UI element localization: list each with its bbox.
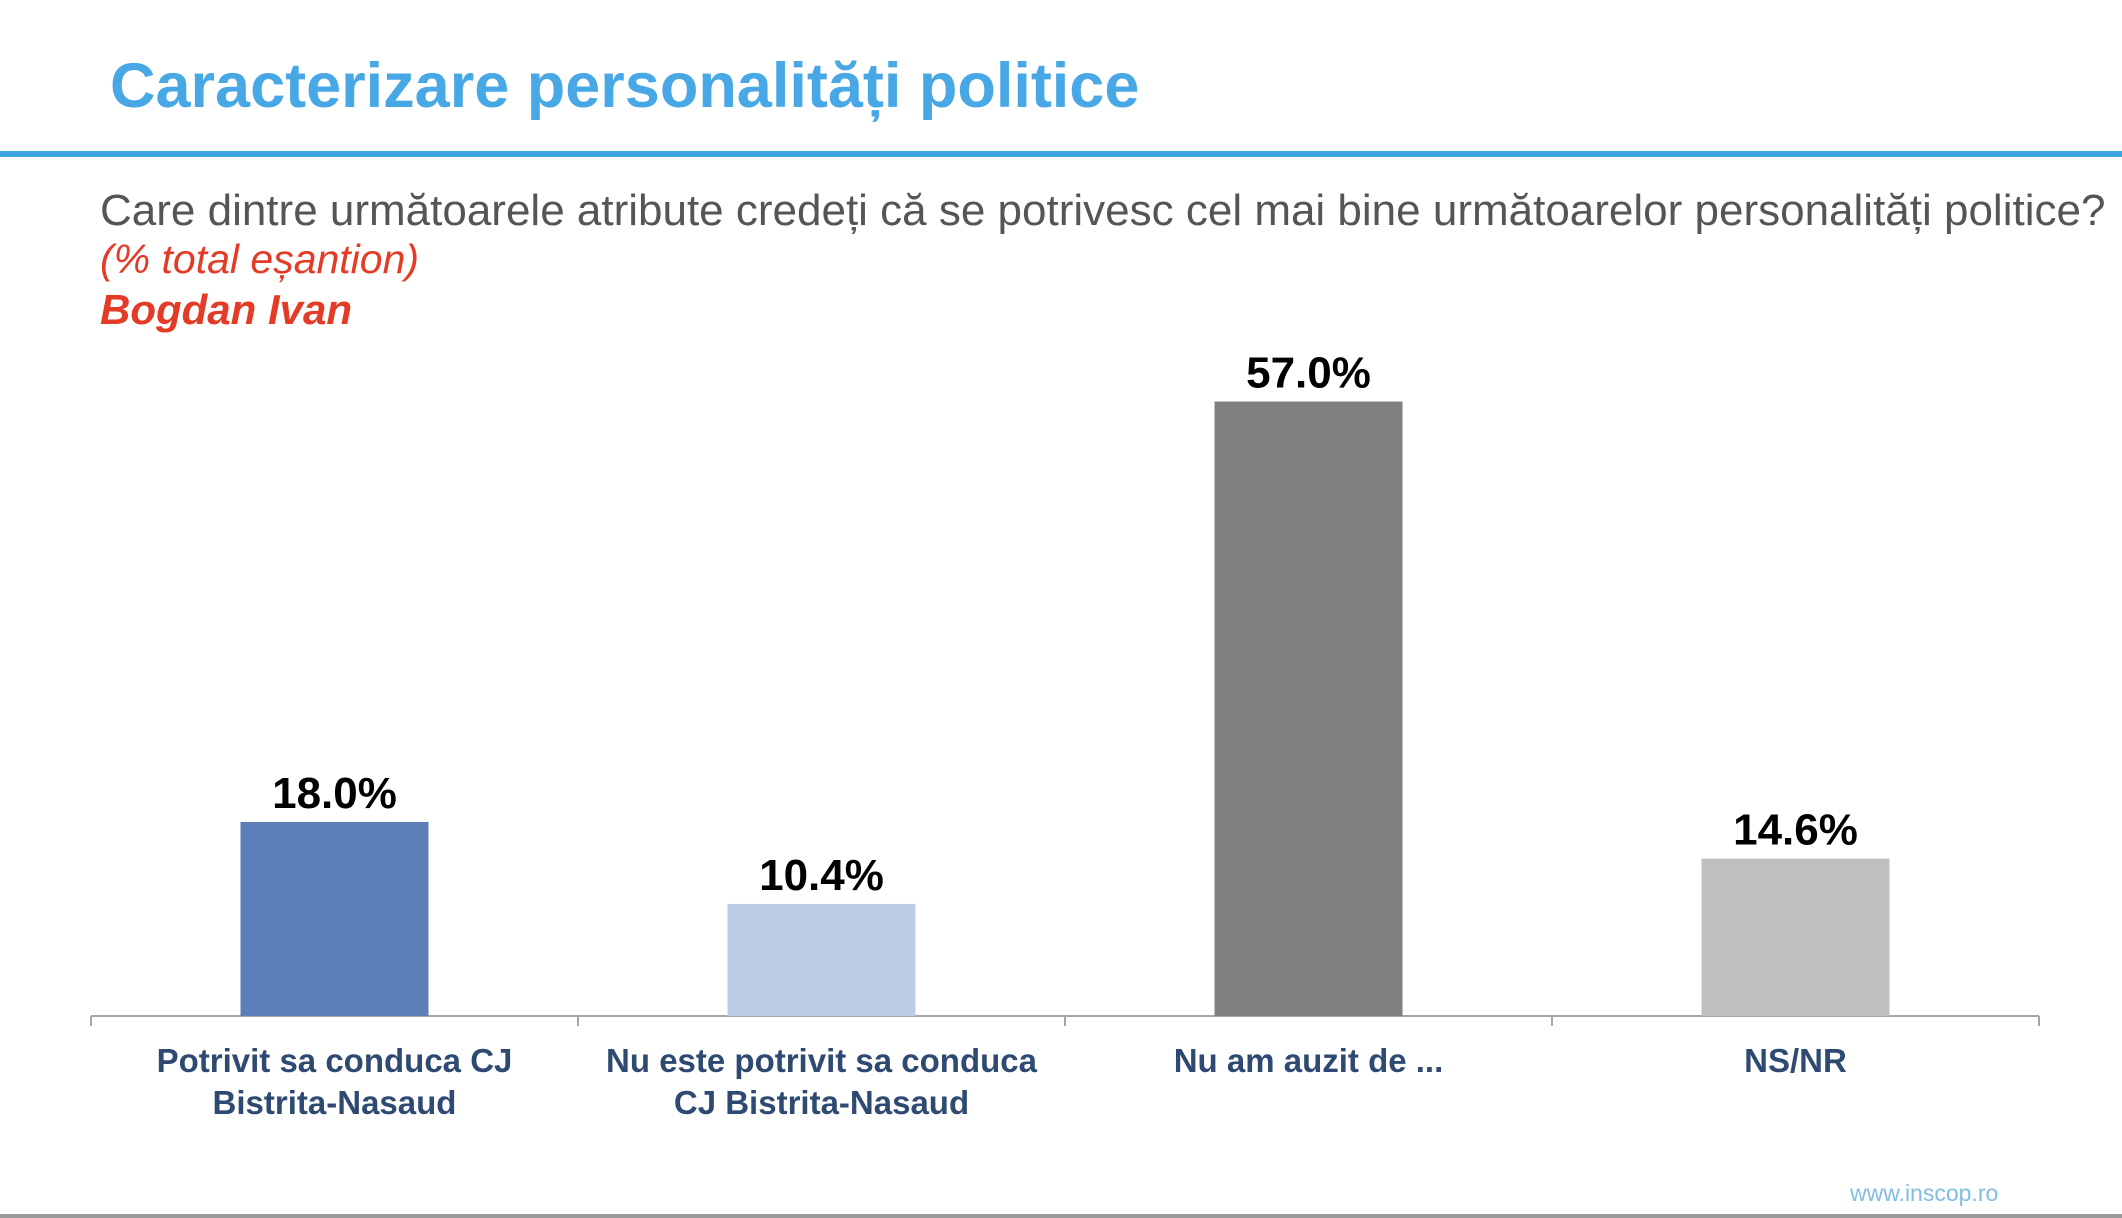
bar	[727, 903, 916, 1016]
sample-note: (% total eșantion)	[100, 236, 420, 282]
data-label: 18.0%	[272, 769, 397, 818]
category-label: NS/NR	[1744, 1042, 1847, 1079]
title-divider	[0, 151, 2122, 157]
bar	[1214, 401, 1403, 1016]
category-label: Nu este potrivit sa conduca	[606, 1042, 1038, 1079]
bar	[1701, 858, 1890, 1016]
category-label: CJ Bistrita-Nasaud	[674, 1084, 969, 1121]
slide-title: Caracterizare personalități politice	[110, 51, 1140, 121]
data-label: 10.4%	[759, 851, 884, 900]
footer-url: www.inscop.ro	[1850, 1180, 1999, 1206]
category-label: Nu am auzit de ...	[1174, 1042, 1444, 1079]
survey-question: Care dintre următoarele atribute credeți…	[100, 186, 2106, 235]
data-label: 14.6%	[1733, 806, 1858, 855]
bottom-divider	[0, 1214, 2122, 1218]
category-label: Bistrita-Nasaud	[213, 1084, 457, 1121]
person-name: Bogdan Ivan	[100, 286, 353, 333]
category-label: Potrivit sa conduca CJ	[157, 1042, 513, 1079]
data-label: 57.0%	[1246, 349, 1371, 398]
bar	[240, 821, 429, 1016]
